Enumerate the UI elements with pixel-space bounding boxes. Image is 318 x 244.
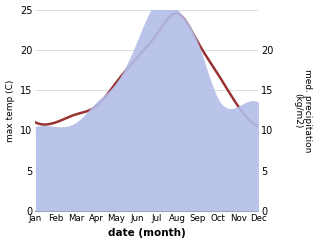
Y-axis label: med. precipitation
(kg/m2): med. precipitation (kg/m2) xyxy=(293,69,313,152)
Y-axis label: max temp (C): max temp (C) xyxy=(5,79,15,142)
X-axis label: date (month): date (month) xyxy=(108,228,186,238)
